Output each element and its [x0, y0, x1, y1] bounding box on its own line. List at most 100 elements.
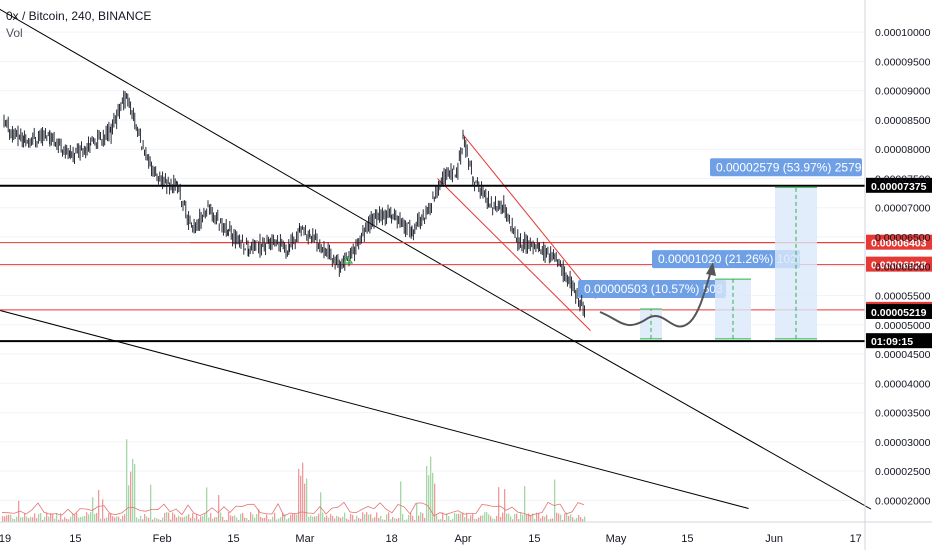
volume-bar: [338, 516, 340, 522]
volume-bar: [62, 519, 64, 522]
volume-bar: [504, 489, 506, 522]
volume-bar: [30, 516, 32, 522]
volume-bar: [102, 499, 104, 522]
price-tick-label: 0.00007000: [875, 203, 931, 215]
volume-bar: [558, 513, 560, 522]
volume-bar: [412, 515, 414, 522]
volume-bar: [422, 513, 424, 522]
volume-bar: [160, 519, 162, 522]
volume-bar: [366, 512, 368, 522]
volume-bar: [404, 519, 406, 522]
volume-bar: [166, 512, 168, 522]
volume-bar: [54, 518, 56, 522]
volume-indicator-label: Vol: [6, 26, 23, 40]
volume-bar: [248, 519, 250, 522]
volume-bar: [430, 456, 432, 522]
volume-bar: [460, 513, 462, 522]
level-price-label: 0.00005219: [871, 307, 927, 319]
volume-bar: [364, 514, 366, 522]
volume-bar: [276, 519, 278, 522]
volume-bar: [362, 512, 364, 522]
price-tick-label: 0.00002500: [875, 466, 931, 478]
volume-bar: [314, 516, 316, 522]
volume-bar: [548, 519, 550, 522]
price-tick-label: 0.00006500: [875, 232, 931, 244]
volume-bar: [334, 518, 336, 522]
price-tick-label: 0.00003500: [875, 408, 931, 420]
volume-bar: [506, 513, 508, 522]
volume-bar: [522, 514, 524, 522]
volume-bar: [546, 514, 548, 522]
volume-bar: [120, 518, 122, 522]
volume-bar: [190, 517, 192, 522]
volume-bar: [582, 519, 584, 522]
signal-marker-icon: [342, 255, 354, 264]
volume-bar: [158, 519, 160, 522]
volume-bar: [382, 519, 384, 522]
volume-bar: [356, 515, 358, 522]
volume-bar: [178, 515, 180, 522]
volume-bar: [298, 468, 300, 522]
volume-bar: [144, 513, 146, 522]
volume-bar: [384, 519, 386, 522]
volume-bar: [284, 514, 286, 522]
trend-lines[interactable]: [0, 8, 872, 510]
symbol-title: 0x / Bitcoin, 240, BINANCE: [6, 9, 152, 23]
volume-bar: [238, 519, 240, 522]
volume-bar: [252, 514, 254, 522]
price-tick-label: 0.00005500: [875, 291, 931, 303]
volume-bar: [14, 519, 16, 522]
volume-bar: [226, 519, 228, 522]
volume-bar: [424, 518, 426, 522]
volume-bar: [312, 516, 314, 522]
volume-bar: [466, 512, 468, 522]
volume-bar: [246, 518, 248, 522]
price-tick-label: 0.00007500: [875, 173, 931, 185]
volume-bar: [60, 513, 62, 522]
volume-bar: [268, 519, 270, 522]
volume-bar: [230, 515, 232, 522]
volume-bar: [502, 512, 504, 522]
measurements[interactable]: 0.00000503 (10.57%) 503 0.00001020 (21.26…: [578, 158, 862, 340]
volume-bar: [28, 518, 30, 522]
volume-bar: [464, 517, 466, 522]
volume-bar: [288, 517, 290, 522]
volume-bar: [564, 513, 566, 522]
volume-bar: [126, 439, 128, 522]
time-tick-label: May: [606, 533, 627, 545]
volume-bar: [42, 519, 44, 522]
projected-path: [599, 267, 713, 328]
volume-bar: [8, 514, 10, 522]
volume-bar: [292, 513, 294, 522]
volume-bar: [478, 517, 480, 522]
volume-bar: [216, 516, 218, 522]
time-axis[interactable]: 2019 15 Feb 15 Mar 18 Apr 15 May 15 Jun 17: [0, 521, 932, 545]
time-tick-label: 18: [385, 533, 397, 545]
volume-bar: [134, 464, 136, 522]
volume-bar: [332, 515, 334, 522]
volume-bar: [520, 512, 522, 522]
volume-bar: [164, 513, 166, 522]
volume-bar: [462, 512, 464, 522]
volume-bar: [200, 516, 202, 522]
price-axis[interactable]: 0.00010000 0.00009500 0.00009000 0.00008500…: [864, 0, 931, 550]
volume-bar: [392, 516, 394, 522]
volume-bar: [82, 516, 84, 522]
volume-bar: [58, 519, 60, 522]
volume-bar: [250, 512, 252, 522]
volume-bar: [552, 518, 554, 522]
volume-bar: [496, 516, 498, 522]
price-tick-label: 0.00005000: [875, 320, 931, 332]
volume-bar: [10, 514, 12, 522]
volume-bar: [352, 515, 354, 522]
projected-path-arrowhead: [706, 262, 716, 276]
volume-bar: [386, 514, 388, 522]
volume-bar: [148, 518, 150, 522]
volume-bar: [336, 515, 338, 522]
volume-bar: [480, 515, 482, 522]
volume-bar: [310, 515, 312, 522]
volume-bar: [444, 519, 446, 522]
volume-bar: [458, 513, 460, 522]
